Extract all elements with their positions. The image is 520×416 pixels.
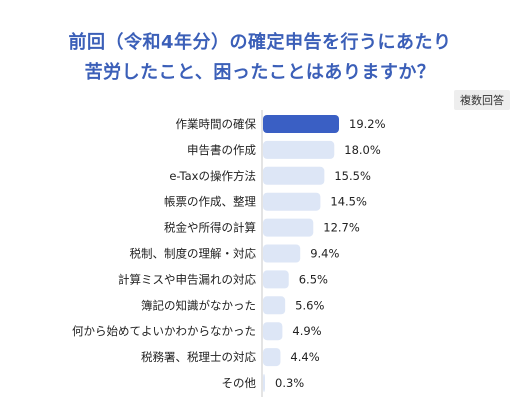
bar [263, 218, 314, 237]
value-label: 4.9% [292, 324, 321, 338]
bar [263, 348, 281, 367]
value-label: 9.4% [310, 247, 339, 261]
chart-title: 前回（令和4年分）の確定申告を行うにあたり 苦労したこと、困ったことはありますか… [0, 28, 520, 88]
category-label: 帳票の作成、整理 [164, 195, 256, 209]
value-label: 19.2% [349, 117, 386, 131]
bar [263, 244, 301, 263]
bar [263, 296, 286, 315]
category-label: 税制、制度の理解・対応 [130, 247, 257, 261]
multiple-answer-badge: 複数回答 [454, 90, 510, 110]
chart-title-line-2: 苦労したこと、困ったことはありますか？ [84, 62, 436, 83]
value-label: 18.0% [344, 143, 381, 157]
bar [263, 192, 321, 211]
category-label: e-Taxの操作方法 [169, 169, 256, 183]
bar [263, 140, 335, 159]
category-label: 申告書の作成 [187, 143, 256, 157]
value-label: 15.5% [334, 169, 371, 183]
category-label: 税金や所得の計算 [164, 221, 256, 235]
category-label: 何から始めてよいかわからなかった [72, 324, 256, 338]
value-label: 14.5% [330, 195, 367, 209]
category-label: 作業時間の確保 [176, 117, 257, 131]
bar [263, 115, 339, 133]
category-label: その他 [222, 376, 257, 390]
bar [263, 166, 325, 185]
chart-title-line-1: 前回（令和4年分）の確定申告を行うにあたり [68, 32, 452, 53]
category-label: 税務署、税理士の対応 [141, 350, 256, 364]
value-label: 6.5% [299, 272, 328, 286]
bar [263, 270, 289, 289]
value-label: 5.6% [295, 298, 324, 312]
category-label: 簿記の知識がなかった [141, 298, 256, 312]
bar [263, 374, 265, 392]
value-label: 4.4% [290, 350, 319, 364]
value-label: 0.3% [275, 376, 304, 390]
bar [263, 322, 283, 341]
category-label: 計算ミスや申告漏れの対応 [118, 272, 256, 286]
value-label: 12.7% [323, 221, 360, 235]
